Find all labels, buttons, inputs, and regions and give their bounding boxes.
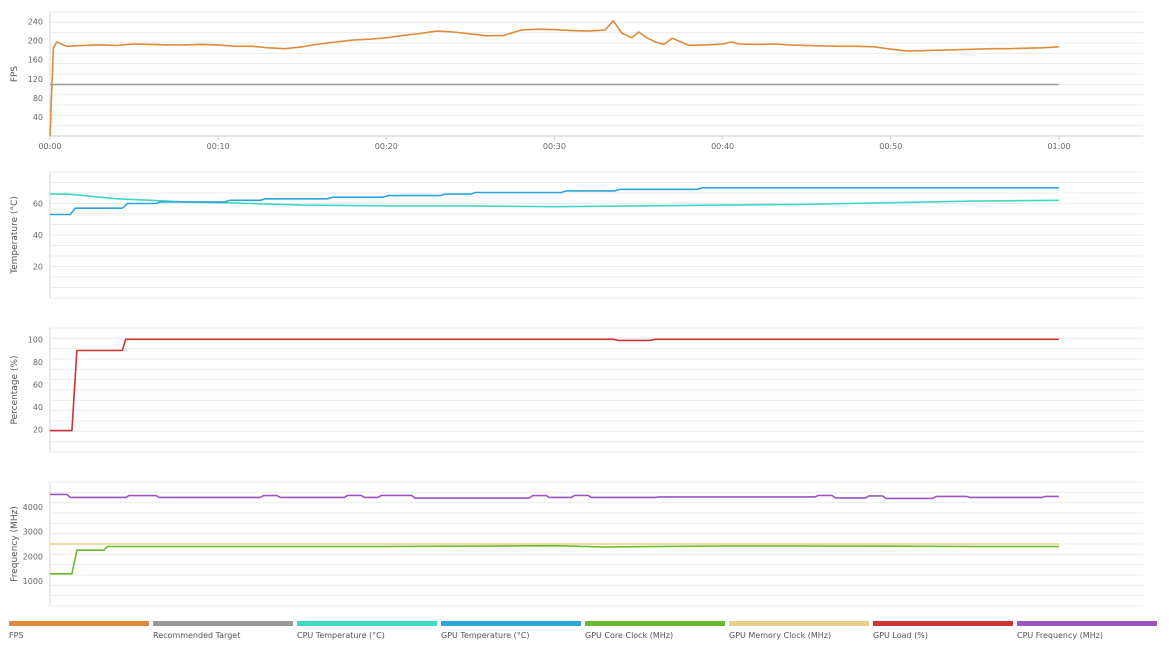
x-tick-label: 00:00 bbox=[38, 142, 61, 151]
y-tick-label: 100 bbox=[28, 335, 43, 344]
x-tick-label: 00:10 bbox=[207, 142, 230, 151]
y-tick-label: 200 bbox=[28, 37, 43, 46]
y-axis-title: Frequency (MHz) bbox=[10, 506, 20, 582]
legend-label: GPU Core Clock (MHz) bbox=[585, 631, 674, 640]
legend: FPS Recommended Target CPU Temperature (°C… bbox=[0, 619, 1169, 649]
legend-item-gpu-temperature-c[interactable]: GPU Temperature (°C) bbox=[441, 619, 581, 649]
y-axis-title: FPS bbox=[10, 66, 20, 83]
y-tick-label: 3000 bbox=[23, 528, 43, 537]
legend-swatch bbox=[1017, 621, 1157, 626]
legend-item-gpu-memory-clock-mhz[interactable]: GPU Memory Clock (MHz) bbox=[729, 619, 869, 649]
y-axis-title: Temperature (°C) bbox=[10, 196, 20, 275]
legend-item-recommended-target[interactable]: Recommended Target bbox=[153, 619, 293, 649]
y-axis-title: Percentage (%) bbox=[10, 355, 20, 424]
series-line-cpu-frequency-mhz bbox=[50, 493, 1059, 500]
y-tick-label: 1000 bbox=[23, 577, 43, 586]
y-tick-label: 4000 bbox=[23, 503, 43, 512]
series-line-gpu-load bbox=[50, 338, 1059, 432]
legend-item-gpu-load[interactable]: GPU Load (%) bbox=[873, 619, 1013, 649]
legend-item-cpu-frequency-mhz[interactable]: CPU Frequency (MHz) bbox=[1017, 619, 1157, 649]
legend-swatch bbox=[153, 621, 293, 626]
legend-label: GPU Load (%) bbox=[873, 631, 928, 640]
y-tick-label: 240 bbox=[28, 18, 43, 27]
y-tick-label: 60 bbox=[33, 380, 43, 389]
legend-swatch bbox=[441, 621, 581, 626]
legend-item-fps[interactable]: FPS bbox=[9, 619, 149, 649]
chart-panel-1: 40 80 120 160 200 240 FPS 00:00 00:10 00:20 00:30 0… bbox=[10, 11, 1143, 151]
y-tick-label: 20 bbox=[33, 263, 43, 272]
legend-label: CPU Temperature (°C) bbox=[297, 631, 385, 640]
y-tick-label: 40 bbox=[33, 113, 43, 122]
y-tick-label: 60 bbox=[33, 200, 43, 209]
y-tick-label: 80 bbox=[33, 358, 43, 367]
legend-label: GPU Memory Clock (MHz) bbox=[729, 631, 832, 640]
legend-label: CPU Frequency (MHz) bbox=[1017, 631, 1104, 640]
y-tick-label: 160 bbox=[28, 56, 43, 65]
chart-panel-2: 20 40 60 Temperature (°C) bbox=[10, 171, 1143, 299]
y-tick-label: 2000 bbox=[23, 552, 43, 561]
legend-swatch bbox=[873, 621, 1013, 626]
series-line-gpu-temperature-c bbox=[50, 187, 1059, 216]
y-tick-label: 120 bbox=[28, 75, 43, 84]
legend-label: FPS bbox=[9, 631, 24, 640]
x-tick-label: 00:40 bbox=[711, 142, 734, 151]
legend-item-cpu-temperature-c[interactable]: CPU Temperature (°C) bbox=[297, 619, 437, 649]
legend-swatch bbox=[9, 621, 149, 626]
y-tick-label: 80 bbox=[33, 94, 43, 103]
x-tick-label: 00:20 bbox=[375, 142, 398, 151]
x-tick-label: 00:50 bbox=[879, 142, 902, 151]
legend-label: Recommended Target bbox=[153, 631, 241, 640]
legend-label: GPU Temperature (°C) bbox=[441, 631, 530, 640]
chart-panel-3: 20 40 60 80 100 Percentage (%) bbox=[10, 327, 1143, 453]
legend-swatch bbox=[585, 621, 725, 626]
series-line-cpu-temperature-c bbox=[50, 193, 1059, 208]
y-tick-label: 40 bbox=[33, 231, 43, 240]
y-tick-label: 40 bbox=[33, 403, 43, 412]
x-tick-label: 01:00 bbox=[1047, 142, 1070, 151]
legend-swatch bbox=[729, 621, 869, 626]
x-tick-label: 00:30 bbox=[543, 142, 566, 151]
y-tick-label: 20 bbox=[33, 425, 43, 434]
legend-item-gpu-core-clock-mhz[interactable]: GPU Core Clock (MHz) bbox=[585, 619, 725, 649]
legend-swatch bbox=[297, 621, 437, 626]
series-line-fps bbox=[49, 19, 1059, 137]
series-line-gpu-core-clock-mhz bbox=[50, 544, 1059, 575]
